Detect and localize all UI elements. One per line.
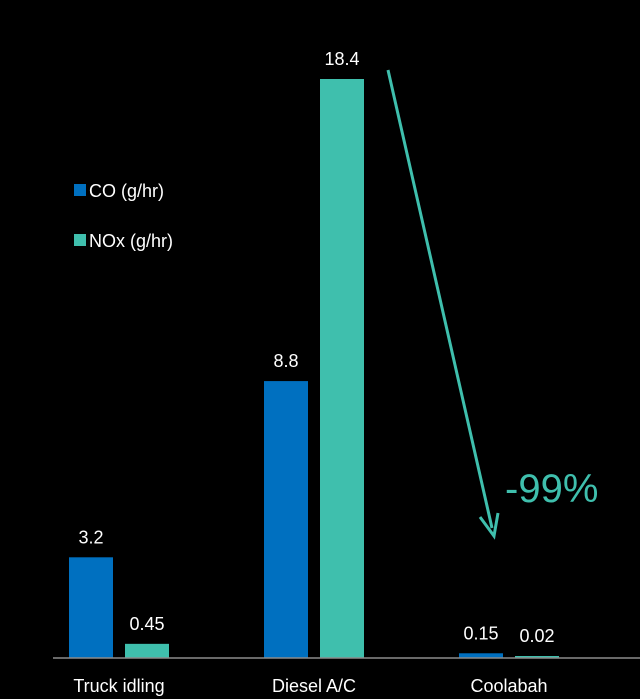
- reduction-annotation: -99%: [505, 467, 598, 511]
- value-labels-group: 3.2 0.45 8.8 18.4 0.15 0.02: [78, 49, 554, 646]
- bar-co-diesel-ac: [264, 381, 308, 658]
- legend-label-nox: NOx (g/hr): [89, 231, 173, 251]
- value-label-co-truck-idling: 3.2: [78, 527, 103, 547]
- legend-swatch-co: [74, 184, 86, 196]
- category-labels-group: Truck idling Diesel A/C Coolabah: [73, 676, 547, 696]
- reduction-arrow: [386, 69, 500, 540]
- bar-nox-diesel-ac: [320, 79, 364, 658]
- legend-swatch-nox: [74, 234, 86, 246]
- legend-label-co: CO (g/hr): [89, 181, 164, 201]
- value-label-nox-truck-idling: 0.45: [129, 614, 164, 634]
- legend: CO (g/hr) NOx (g/hr): [74, 181, 173, 251]
- bar-nox-coolabah: [515, 656, 559, 658]
- value-label-nox-coolabah: 0.02: [519, 626, 554, 646]
- category-label-coolabah: Coolabah: [470, 676, 547, 696]
- value-label-co-diesel-ac: 8.8: [273, 351, 298, 371]
- value-label-co-coolabah: 0.15: [463, 623, 498, 643]
- bar-co-coolabah: [459, 653, 503, 658]
- bar-co-truck-idling: [69, 557, 113, 658]
- category-label-truck-idling: Truck idling: [73, 676, 164, 696]
- bar-nox-truck-idling: [125, 643, 169, 658]
- bars-group: [69, 79, 559, 658]
- reduction-arrow-shaft: [386, 69, 494, 529]
- category-label-diesel-ac: Diesel A/C: [272, 676, 356, 696]
- value-label-nox-diesel-ac: 18.4: [324, 49, 359, 69]
- reduction-arrow-head: [478, 512, 500, 540]
